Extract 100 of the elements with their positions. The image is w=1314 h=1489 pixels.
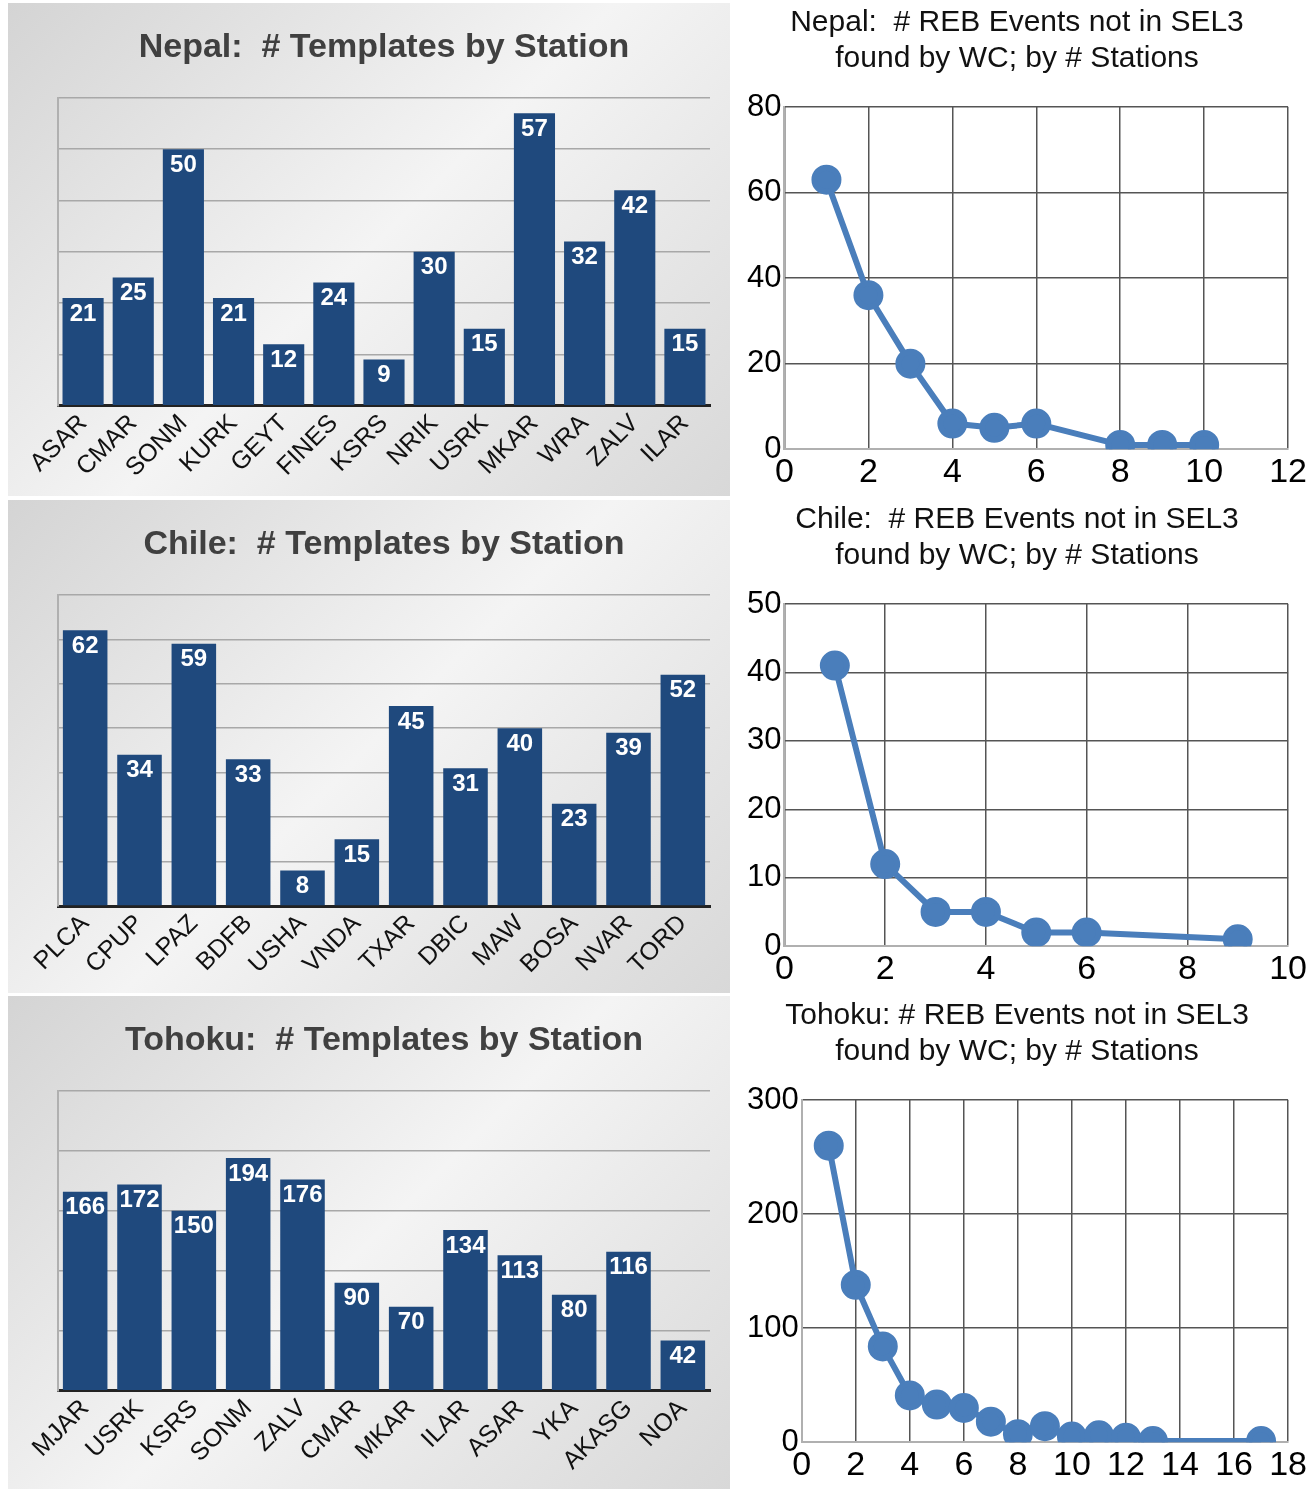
bar: [171, 643, 217, 906]
x-tick-label: 16: [1215, 1443, 1253, 1482]
data-label: 40: [506, 728, 534, 756]
data-label: 52: [669, 675, 697, 703]
point: [1071, 917, 1102, 947]
data-label: 80: [560, 1295, 588, 1323]
bar: [606, 732, 651, 906]
bar: [62, 297, 104, 405]
bar: [334, 839, 380, 906]
y-tick-label: 200: [746, 1194, 799, 1230]
data-label: 57: [521, 113, 548, 141]
data-label: 176: [282, 1180, 323, 1208]
bar: [388, 705, 434, 906]
data-label: 70: [397, 1307, 425, 1335]
bar: [280, 1179, 325, 1391]
bar: [280, 870, 325, 906]
bar: [664, 328, 706, 405]
bar: [117, 1184, 162, 1391]
chart-title: Tohoku: # REB Events not in SEL3 found by WC; by # Stations: [785, 997, 1249, 1067]
data-label: 62: [71, 630, 99, 658]
y-tick-label: 80: [747, 87, 782, 123]
bar: [62, 630, 108, 906]
x-tick-label: 2: [846, 1443, 866, 1482]
x-tick-label: 10: [1053, 1443, 1091, 1482]
x-tick-label: 18: [1269, 1443, 1307, 1482]
y-tick-label: 100: [746, 1308, 799, 1344]
data-label: 42: [669, 1341, 697, 1369]
point: [937, 408, 968, 439]
x-tick-label: 10: [1185, 450, 1224, 489]
bar: [660, 674, 706, 906]
bar: [62, 1191, 108, 1391]
bar: [513, 113, 556, 405]
bar: [564, 241, 606, 405]
chart-title: Chile: # Templates by Station: [143, 522, 625, 561]
x-tick-label: 6: [1026, 450, 1046, 489]
bar: [263, 344, 305, 405]
y-tick-label: 300: [746, 1080, 799, 1116]
bar: [497, 1255, 543, 1391]
data-label: 30: [420, 252, 448, 280]
data-label: 90: [343, 1283, 371, 1311]
bar: [463, 328, 505, 405]
data-label: 194: [228, 1158, 269, 1186]
bar: [225, 1158, 271, 1391]
point: [970, 896, 1001, 927]
data-label: 39: [615, 733, 642, 761]
x-tick-label: 8: [1177, 947, 1197, 986]
bar: [606, 1251, 651, 1391]
point: [920, 896, 951, 927]
x-tick-label: 2: [875, 947, 895, 986]
bar: [551, 803, 597, 906]
point: [811, 164, 842, 195]
bar: [334, 1282, 380, 1391]
y-tick-label: 30: [747, 721, 782, 757]
data-label: 15: [470, 329, 498, 357]
point: [853, 280, 884, 311]
data-label: 33: [234, 759, 262, 787]
bar: [225, 759, 271, 906]
x-tick-label: 6: [954, 1443, 974, 1482]
bar: [443, 1230, 488, 1391]
chart-title: Tohoku: # Templates by Station: [124, 1018, 644, 1057]
data-label: 15: [671, 329, 699, 357]
data-label: 31: [452, 768, 479, 796]
x-tick-label: 6: [1077, 947, 1097, 986]
x-tick-label: 12: [1107, 1443, 1145, 1482]
point: [1021, 408, 1052, 439]
data-label: 9: [377, 360, 391, 388]
data-label: 21: [69, 298, 97, 326]
data-label: 172: [119, 1185, 160, 1213]
bar: [212, 297, 255, 405]
bar: [413, 251, 455, 405]
data-label: 45: [397, 706, 425, 734]
y-tick-label: 60: [747, 173, 782, 209]
y-tick-label: 20: [747, 789, 782, 825]
bar: [388, 1306, 434, 1391]
data-label: 150: [173, 1211, 214, 1239]
point: [979, 412, 1010, 443]
x-tick-label: 8: [1008, 1443, 1028, 1482]
bar: [497, 728, 543, 906]
data-label: 12: [270, 344, 298, 372]
bar: [117, 754, 162, 906]
bar: [551, 1294, 597, 1391]
data-label: 23: [560, 804, 588, 832]
x-tick-label: 4: [942, 450, 962, 489]
bar: [614, 190, 656, 405]
chart-title: Nepal: # REB Events not in SEL3 found by WC; by # Stations: [790, 4, 1244, 74]
data-label: 166: [65, 1192, 106, 1220]
bar: [171, 1210, 217, 1391]
point: [870, 849, 901, 880]
y-tick-label: 40: [747, 652, 782, 688]
bar: [443, 768, 488, 906]
data-label: 59: [180, 644, 208, 672]
x-tick-label: 14: [1161, 1443, 1199, 1482]
chart-title: Chile: # REB Events not in SEL3 found by WC; by # Stations: [795, 501, 1239, 571]
data-label: 21: [220, 298, 247, 326]
bar: [112, 277, 154, 405]
data-label: 32: [571, 242, 598, 270]
point: [1021, 917, 1052, 947]
data-label: 134: [445, 1230, 487, 1258]
y-tick-label: 20: [747, 344, 782, 380]
y-tick-label: 50: [747, 584, 782, 620]
